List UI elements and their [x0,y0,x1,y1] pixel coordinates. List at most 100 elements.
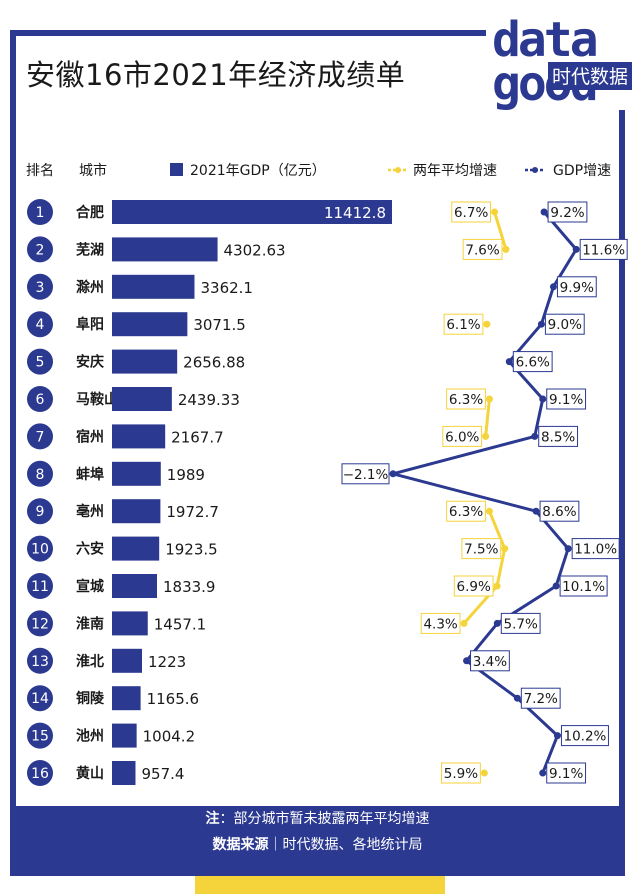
rank-badge [27,199,53,225]
footer-accent [195,876,445,894]
rank-number: 6 [36,392,45,408]
gdp-bar [112,536,160,561]
gdp-value-label: 4302.63 [224,241,286,259]
rank-badge [27,273,53,300]
city-label: 蚌埠 [76,466,104,483]
growth-label-box [579,238,628,260]
avg-point [491,208,499,216]
rank-badge [27,311,53,338]
rank-badge [27,386,53,412]
rank-number: 7 [36,429,45,445]
growth-label-box [341,463,390,485]
growth-label: 9.1% [549,766,583,782]
growth-label: 10.1% [562,579,605,595]
avg-label: 6.0% [445,429,479,445]
rank-badge [27,460,53,487]
rank-number: 16 [31,766,49,782]
avg-point [485,507,493,515]
growth-label: 9.1% [549,392,583,408]
gdp-value-label: 1004.2 [143,728,196,746]
rank-number: 15 [31,729,49,745]
growth-point [532,507,540,515]
rank-number: 13 [31,654,49,670]
growth-label-box [539,500,580,522]
gdp-bar [112,648,143,673]
avg-line-segment [493,211,508,250]
growth-label: 8.5% [541,429,575,445]
source-text: ｜时代数据、各地统计局 [268,837,423,853]
growth-label-box [520,687,561,709]
header-city: 城市 [79,162,107,179]
gdp-legend-label: 2021年GDP（亿元） [190,163,326,179]
avg-line-segment [488,510,507,550]
avg-label-box [461,538,502,560]
rank-badge [27,685,53,712]
avg-line-segment [495,548,507,587]
growth-label-box [546,762,587,784]
growth-label-box [547,201,588,223]
growth-point [539,769,547,777]
growth-point [572,245,580,253]
growth-point [531,432,539,440]
gdp-value-label: 1165.6 [147,690,200,708]
growth-point [505,358,513,366]
growth-label: 9.0% [548,317,582,333]
gdp-bar [112,349,178,374]
rank-badge [27,722,53,749]
growth-label: 10.2% [564,729,607,745]
growth-label-box [470,650,510,672]
avg-label: 4.3% [423,616,457,632]
gdp-bar [112,424,166,449]
growth-label-box [560,725,609,747]
avg-legend-label: 两年平均增速 [413,163,497,179]
legend: 排名 城市 2021年GDP（亿元） 两年平均增速 GDP增速 [26,162,611,179]
gdp-bar [112,499,161,524]
avg-label-box [446,388,486,410]
avg-label: 6.1% [446,317,480,333]
rank-badge [27,498,53,525]
city-label: 阜阳 [76,316,104,333]
growth-point [564,545,572,553]
growth-point [513,694,521,702]
gdp-value-label: 1972.7 [166,503,219,521]
gdp-value-label: 3362.1 [200,279,253,297]
gdp-bar [112,274,195,299]
gdp-value-label: 1923.5 [165,541,218,559]
city-label: 合肥 [76,204,104,221]
growth-label-box [559,575,608,597]
header-rank: 排名 [26,163,54,179]
gdp-value-label: 11412.8 [324,204,386,222]
growth-point [539,395,547,403]
rank-number: 9 [36,504,45,520]
avg-line-segment [484,398,491,437]
avg-label-box [453,575,494,597]
gdp-bar [112,387,172,411]
avg-label: 7.5% [464,542,498,558]
gdp-bar [112,761,136,785]
gdp-bar [112,574,157,598]
rank-number: 8 [36,467,45,483]
growth-point [540,208,548,216]
rank-badge [27,535,53,562]
gdp-legend-swatch [170,163,183,176]
footer-band [10,806,625,876]
city-label: 黄山 [76,765,104,782]
avg-label-box [441,762,481,784]
datagood-logo: data good 时代数据 [486,4,634,112]
growth-label: 11.6% [582,242,625,258]
avg-label: 6.3% [449,504,483,520]
gdp-bar [112,237,218,262]
avg-label-box [420,612,461,634]
growth-label-box [512,351,553,373]
logo-text-top: data [492,12,596,68]
avg-label: 6.9% [457,579,491,595]
gdp-bar [112,611,148,636]
city-label: 六安 [76,541,104,558]
growth-point [493,619,501,627]
growth-label-box [544,313,585,335]
rank-number: 2 [36,242,45,258]
growth-label: 9.2% [550,205,584,221]
growth-label-box [571,538,620,560]
growth-point [549,283,557,291]
